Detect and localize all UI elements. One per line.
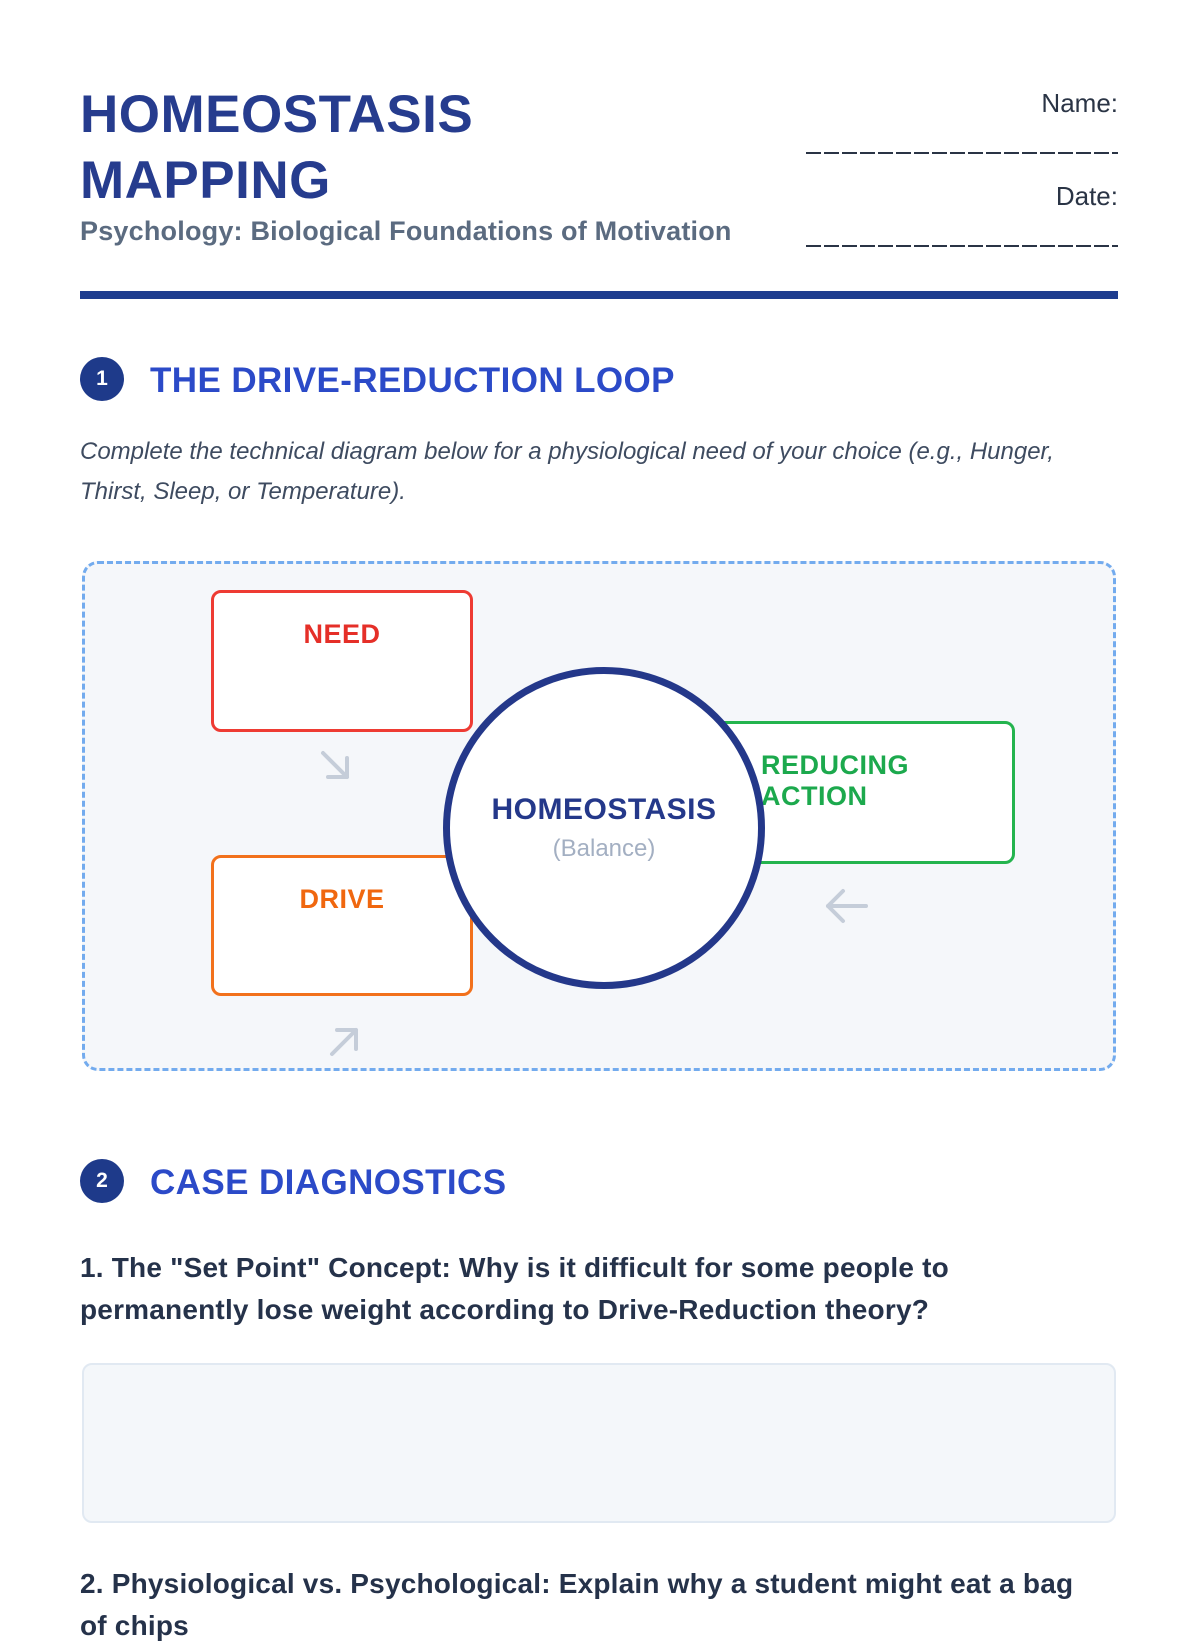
answer-box-1[interactable] (82, 1363, 1116, 1523)
section-1-title: THE DRIVE-REDUCTION LOOP (150, 361, 675, 400)
arrow-left-icon (820, 886, 872, 926)
header-divider (80, 291, 1118, 299)
section-1-instruction: Complete the technical diagram below for… (80, 438, 1054, 505)
homeostasis-label: HOMEOSTASIS (491, 793, 717, 826)
arrow-down-right-icon (314, 744, 358, 788)
page-title: HOMEOSTASIS MAPPING (80, 82, 473, 214)
page-title-line1: HOMEOSTASIS (80, 85, 474, 144)
date-label: Date: (1055, 181, 1118, 211)
page-title-line2: MAPPING (80, 151, 331, 210)
diagram-canvas: NEED DRIVE REDUCING ACTION HOMEOSTASIS (… (82, 561, 1116, 1071)
arrow-up-right-icon (323, 1019, 367, 1063)
section-1-badge: 1 (80, 357, 124, 401)
drive-label: DRIVE (299, 884, 385, 914)
reducing-action-label: REDUCING ACTION (761, 750, 910, 811)
need-box[interactable]: NEED (211, 590, 473, 732)
question-1: 1. The "Set Point" Concept: Why is it di… (80, 1252, 949, 1325)
homeostasis-circle: HOMEOSTASIS (Balance) (443, 667, 765, 989)
section-2-badge: 2 (80, 1159, 124, 1203)
date-blank-line[interactable] (806, 245, 1118, 247)
section-2-title: CASE DIAGNOSTICS (150, 1163, 507, 1202)
need-label: NEED (303, 619, 381, 649)
question-2: 2. Physiological vs. Psychological: Expl… (80, 1568, 1074, 1641)
name-label: Name: (1041, 88, 1118, 118)
section-1-number: 1 (96, 367, 108, 390)
balance-label: (Balance) (552, 835, 656, 862)
name-blank-line[interactable] (806, 152, 1118, 154)
section-2-number: 2 (96, 1169, 108, 1192)
page-subtitle: Psychology: Biological Foundations of Mo… (80, 216, 732, 246)
drive-box[interactable]: DRIVE (211, 855, 473, 996)
